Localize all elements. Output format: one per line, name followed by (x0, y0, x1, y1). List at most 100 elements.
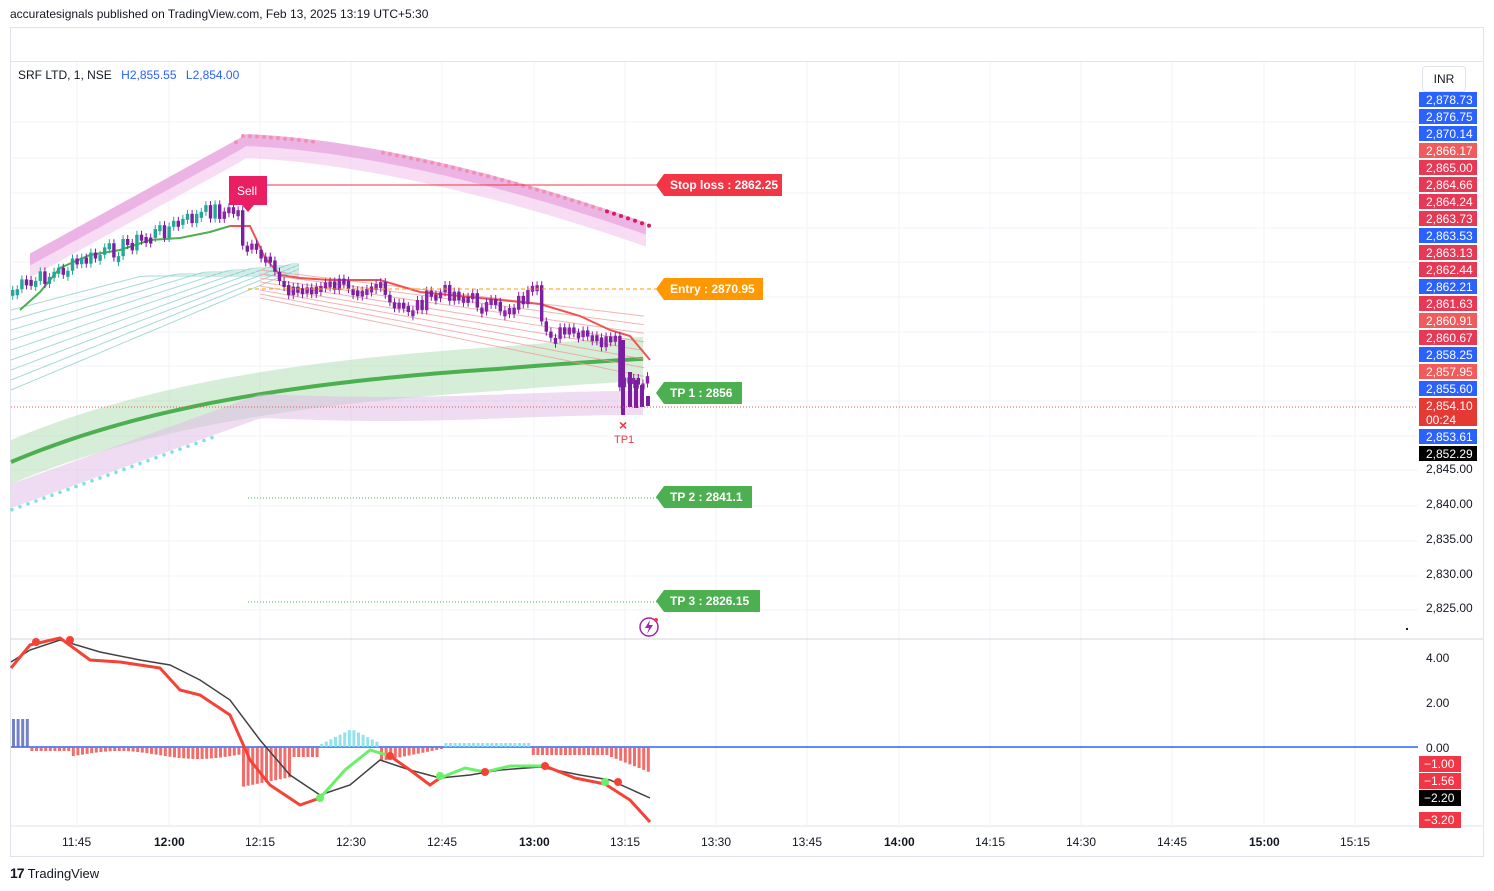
histogram-bar (12, 719, 15, 747)
price-badge-bg (1419, 228, 1477, 243)
stop_loss-label: Stop loss : 2862.25 (656, 174, 782, 196)
resistance-dot (542, 189, 546, 194)
price-tick: 2,845.00 (1426, 462, 1473, 476)
price-badge: 2,860.91 (1419, 313, 1477, 328)
support-dot (170, 450, 174, 454)
price-badge: 2,860.67 (1419, 330, 1477, 345)
price-badge-bg (1419, 143, 1477, 158)
fan-line (259, 289, 645, 360)
fan-line (259, 281, 645, 343)
resistance-dot (234, 140, 238, 145)
resistance-dot (584, 202, 588, 207)
histogram-bar (48, 747, 52, 751)
price-badge-text: 2,866.17 (1426, 144, 1473, 158)
histogram-bar (122, 747, 126, 752)
resistance-dot (577, 200, 581, 205)
support-dot (34, 499, 38, 503)
price-tick: 2,830.00 (1426, 567, 1473, 581)
histogram-bar (582, 747, 586, 755)
price-badge-text: 2,863.13 (1426, 246, 1473, 260)
support-dot (130, 464, 134, 469)
entry-label: Entry : 2870.95 (656, 278, 763, 300)
currency-button[interactable]: INR (1422, 66, 1466, 92)
histogram-bar (94, 747, 98, 753)
histogram-bar (554, 747, 558, 755)
support-dot (50, 493, 54, 498)
osc-badge: −1.00 (1419, 756, 1461, 772)
tp1-label-text: TP 1 : 2856 (670, 386, 733, 400)
fan-line (10, 275, 299, 311)
histogram-bar (522, 743, 526, 747)
support-dot (146, 458, 150, 463)
resistance-dot (591, 204, 595, 209)
histogram-bar (150, 747, 153, 754)
histogram-bar (182, 747, 186, 759)
histogram-bar (265, 747, 268, 782)
resistance-dot (444, 163, 448, 168)
support-dot (122, 467, 126, 472)
support-dot (82, 481, 86, 486)
cross-dot (614, 778, 622, 786)
signal-line (10, 639, 651, 799)
histogram-bar (177, 747, 181, 758)
resistance-dot (626, 216, 630, 221)
histogram-bar (311, 747, 314, 757)
resistance-dot (549, 191, 553, 196)
histogram-bar (393, 747, 397, 759)
histogram-bar (173, 747, 176, 758)
histogram-bar (35, 747, 38, 751)
histogram-bar (343, 732, 347, 747)
price-tick: 2,825.00 (1426, 601, 1473, 615)
tp2-label-text: TP 2 : 2841.1 (670, 490, 743, 504)
histogram-bar (407, 747, 411, 756)
resistance-dot (619, 214, 623, 219)
resistance-dot (465, 168, 469, 173)
fan-line (10, 267, 299, 351)
resistance-dot (304, 138, 308, 143)
symbol-name[interactable]: SRF LTD, 1, NSE (18, 68, 112, 82)
price-badge: 2,861.63 (1419, 296, 1477, 311)
resistance-dot (297, 138, 301, 143)
histogram-bar (315, 747, 319, 757)
histogram-bar (416, 747, 420, 754)
price-badge-bg (1419, 347, 1477, 362)
resistance-dot (255, 134, 259, 139)
resistance-dot (262, 134, 266, 139)
histogram-bar (223, 747, 227, 757)
low-value: 2,854.00 (192, 68, 240, 82)
histogram-bar (564, 747, 567, 755)
histogram-bar (214, 747, 218, 759)
histogram-bar (462, 743, 466, 747)
tradingview-logo-icon[interactable]: 17 (10, 865, 25, 881)
histogram-bar (269, 747, 273, 782)
histogram-bar (357, 732, 360, 747)
resistance-dot (605, 209, 609, 214)
price-badge: 2,863.53 (1419, 228, 1477, 243)
price-badge-bg (1419, 446, 1477, 461)
histogram-bar (513, 743, 517, 747)
price-badge-bg (1419, 279, 1477, 294)
histogram-bar (81, 747, 84, 755)
cross-dot (436, 772, 444, 780)
price-badge: 2,852.29 (1419, 446, 1477, 461)
symbol-legend: SRF LTD, 1, NSE H2,855.55 L2,854.00 (18, 68, 239, 82)
histogram-bar (260, 747, 264, 783)
resistance-dot (528, 185, 532, 190)
price-badge-text: 2,870.14 (1426, 127, 1473, 141)
time-tick: 12:15 (245, 835, 275, 849)
price-badge-text: 2,878.73 (1426, 93, 1473, 107)
histogram-bar (550, 747, 554, 755)
osc-badge: −1.56 (1419, 773, 1461, 789)
support-dot (58, 490, 62, 495)
price-tick: 2,840.00 (1426, 497, 1473, 511)
brand-name[interactable]: TradingView (27, 865, 100, 881)
support-dot (178, 447, 182, 451)
histogram-bar (85, 747, 89, 754)
high-label: H (121, 68, 130, 82)
lightning-icon (639, 617, 659, 637)
histogram-bar (610, 747, 613, 757)
histogram-bar (642, 747, 646, 770)
histogram-bar (274, 747, 278, 781)
histogram-bar (504, 743, 508, 747)
